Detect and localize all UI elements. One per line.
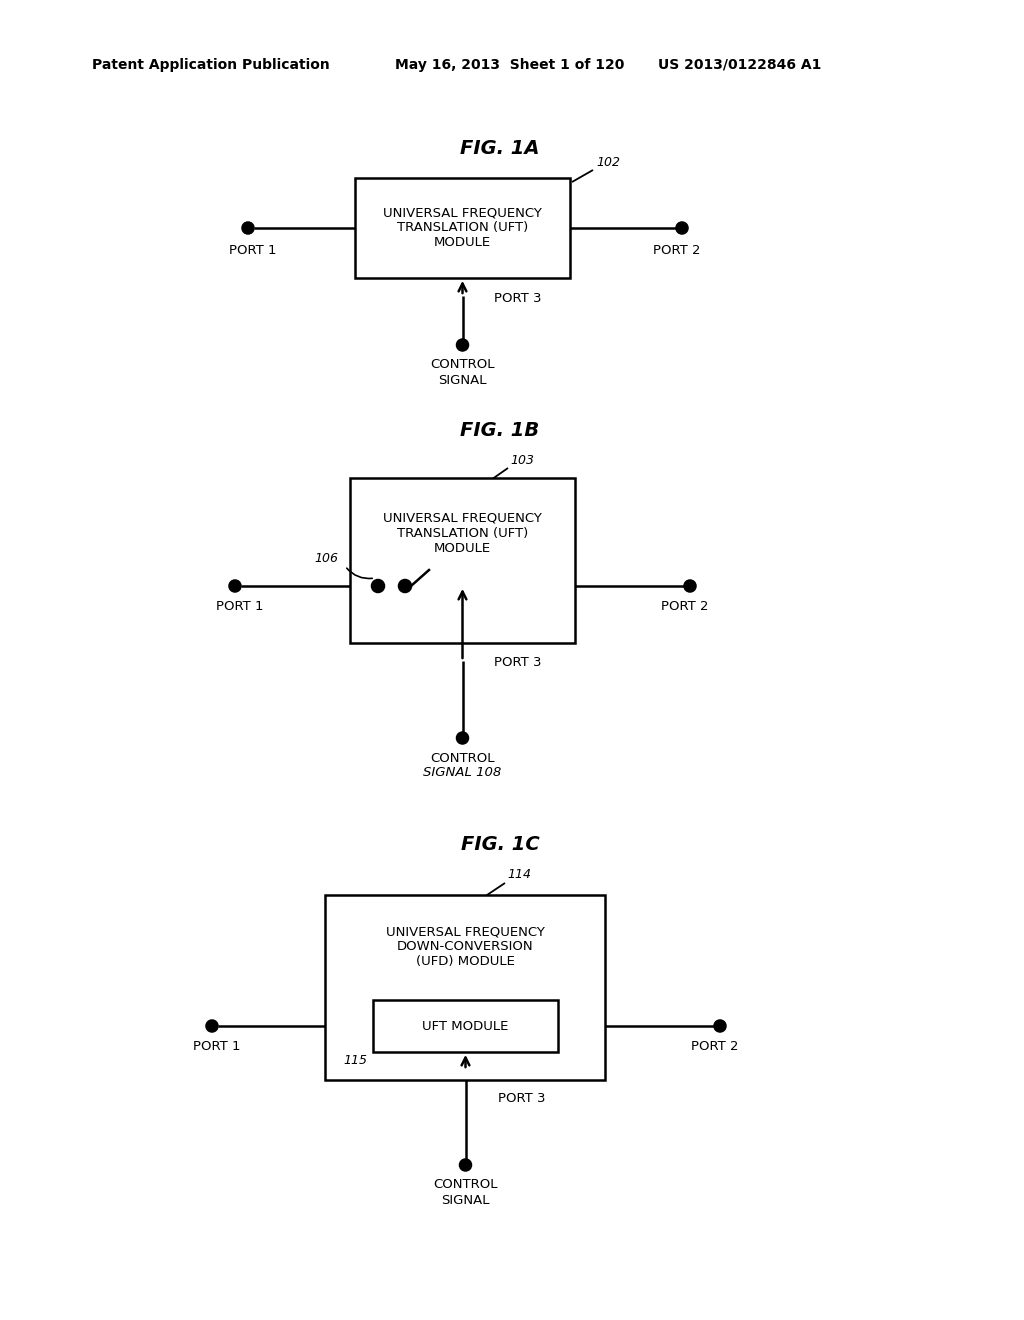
Circle shape xyxy=(372,579,384,591)
Text: UNIVERSAL FREQUENCY
TRANSLATION (UFT)
MODULE: UNIVERSAL FREQUENCY TRANSLATION (UFT) MO… xyxy=(383,206,542,249)
Circle shape xyxy=(457,339,468,351)
Circle shape xyxy=(243,223,254,234)
Circle shape xyxy=(715,1020,725,1031)
Circle shape xyxy=(229,581,241,591)
Text: 106: 106 xyxy=(314,552,338,565)
Text: May 16, 2013  Sheet 1 of 120: May 16, 2013 Sheet 1 of 120 xyxy=(395,58,625,73)
Text: Patent Application Publication: Patent Application Publication xyxy=(92,58,330,73)
Text: PORT 3: PORT 3 xyxy=(498,1092,545,1105)
Text: FIG. 1A: FIG. 1A xyxy=(460,139,540,157)
Text: UNIVERSAL FREQUENCY
DOWN-CONVERSION
(UFD) MODULE: UNIVERSAL FREQUENCY DOWN-CONVERSION (UFD… xyxy=(386,925,545,969)
Circle shape xyxy=(457,733,468,743)
Text: 115: 115 xyxy=(343,1053,367,1067)
Text: UFT MODULE: UFT MODULE xyxy=(422,1019,509,1032)
Text: CONTROL: CONTROL xyxy=(430,359,495,371)
Text: FIG. 1C: FIG. 1C xyxy=(461,836,540,854)
Text: CONTROL: CONTROL xyxy=(430,751,495,764)
Text: PORT 1: PORT 1 xyxy=(194,1040,241,1052)
Text: PORT 3: PORT 3 xyxy=(495,656,542,669)
Bar xyxy=(373,1001,558,1052)
Circle shape xyxy=(460,1159,471,1171)
Circle shape xyxy=(207,1020,217,1031)
Text: CONTROL: CONTROL xyxy=(433,1179,498,1192)
Bar xyxy=(350,478,575,643)
Text: UNIVERSAL FREQUENCY
TRANSLATION (UFT)
MODULE: UNIVERSAL FREQUENCY TRANSLATION (UFT) MO… xyxy=(383,511,542,554)
Text: PORT 3: PORT 3 xyxy=(495,292,542,305)
Text: PORT 1: PORT 1 xyxy=(216,599,264,612)
Text: PORT 2: PORT 2 xyxy=(653,243,700,256)
Text: FIG. 1B: FIG. 1B xyxy=(461,421,540,440)
Bar xyxy=(355,178,570,279)
Text: US 2013/0122846 A1: US 2013/0122846 A1 xyxy=(658,58,821,73)
Text: 103: 103 xyxy=(510,454,534,466)
Text: PORT 2: PORT 2 xyxy=(691,1040,738,1052)
Circle shape xyxy=(677,223,687,234)
Bar xyxy=(325,895,605,1080)
Text: SIGNAL: SIGNAL xyxy=(441,1193,489,1206)
Text: SIGNAL 108: SIGNAL 108 xyxy=(423,767,502,780)
Circle shape xyxy=(399,579,411,591)
Text: PORT 1: PORT 1 xyxy=(229,243,276,256)
Text: SIGNAL: SIGNAL xyxy=(438,374,486,387)
Text: 102: 102 xyxy=(596,156,620,169)
Text: 114: 114 xyxy=(507,869,531,882)
Text: PORT 2: PORT 2 xyxy=(662,599,709,612)
Circle shape xyxy=(684,581,695,591)
